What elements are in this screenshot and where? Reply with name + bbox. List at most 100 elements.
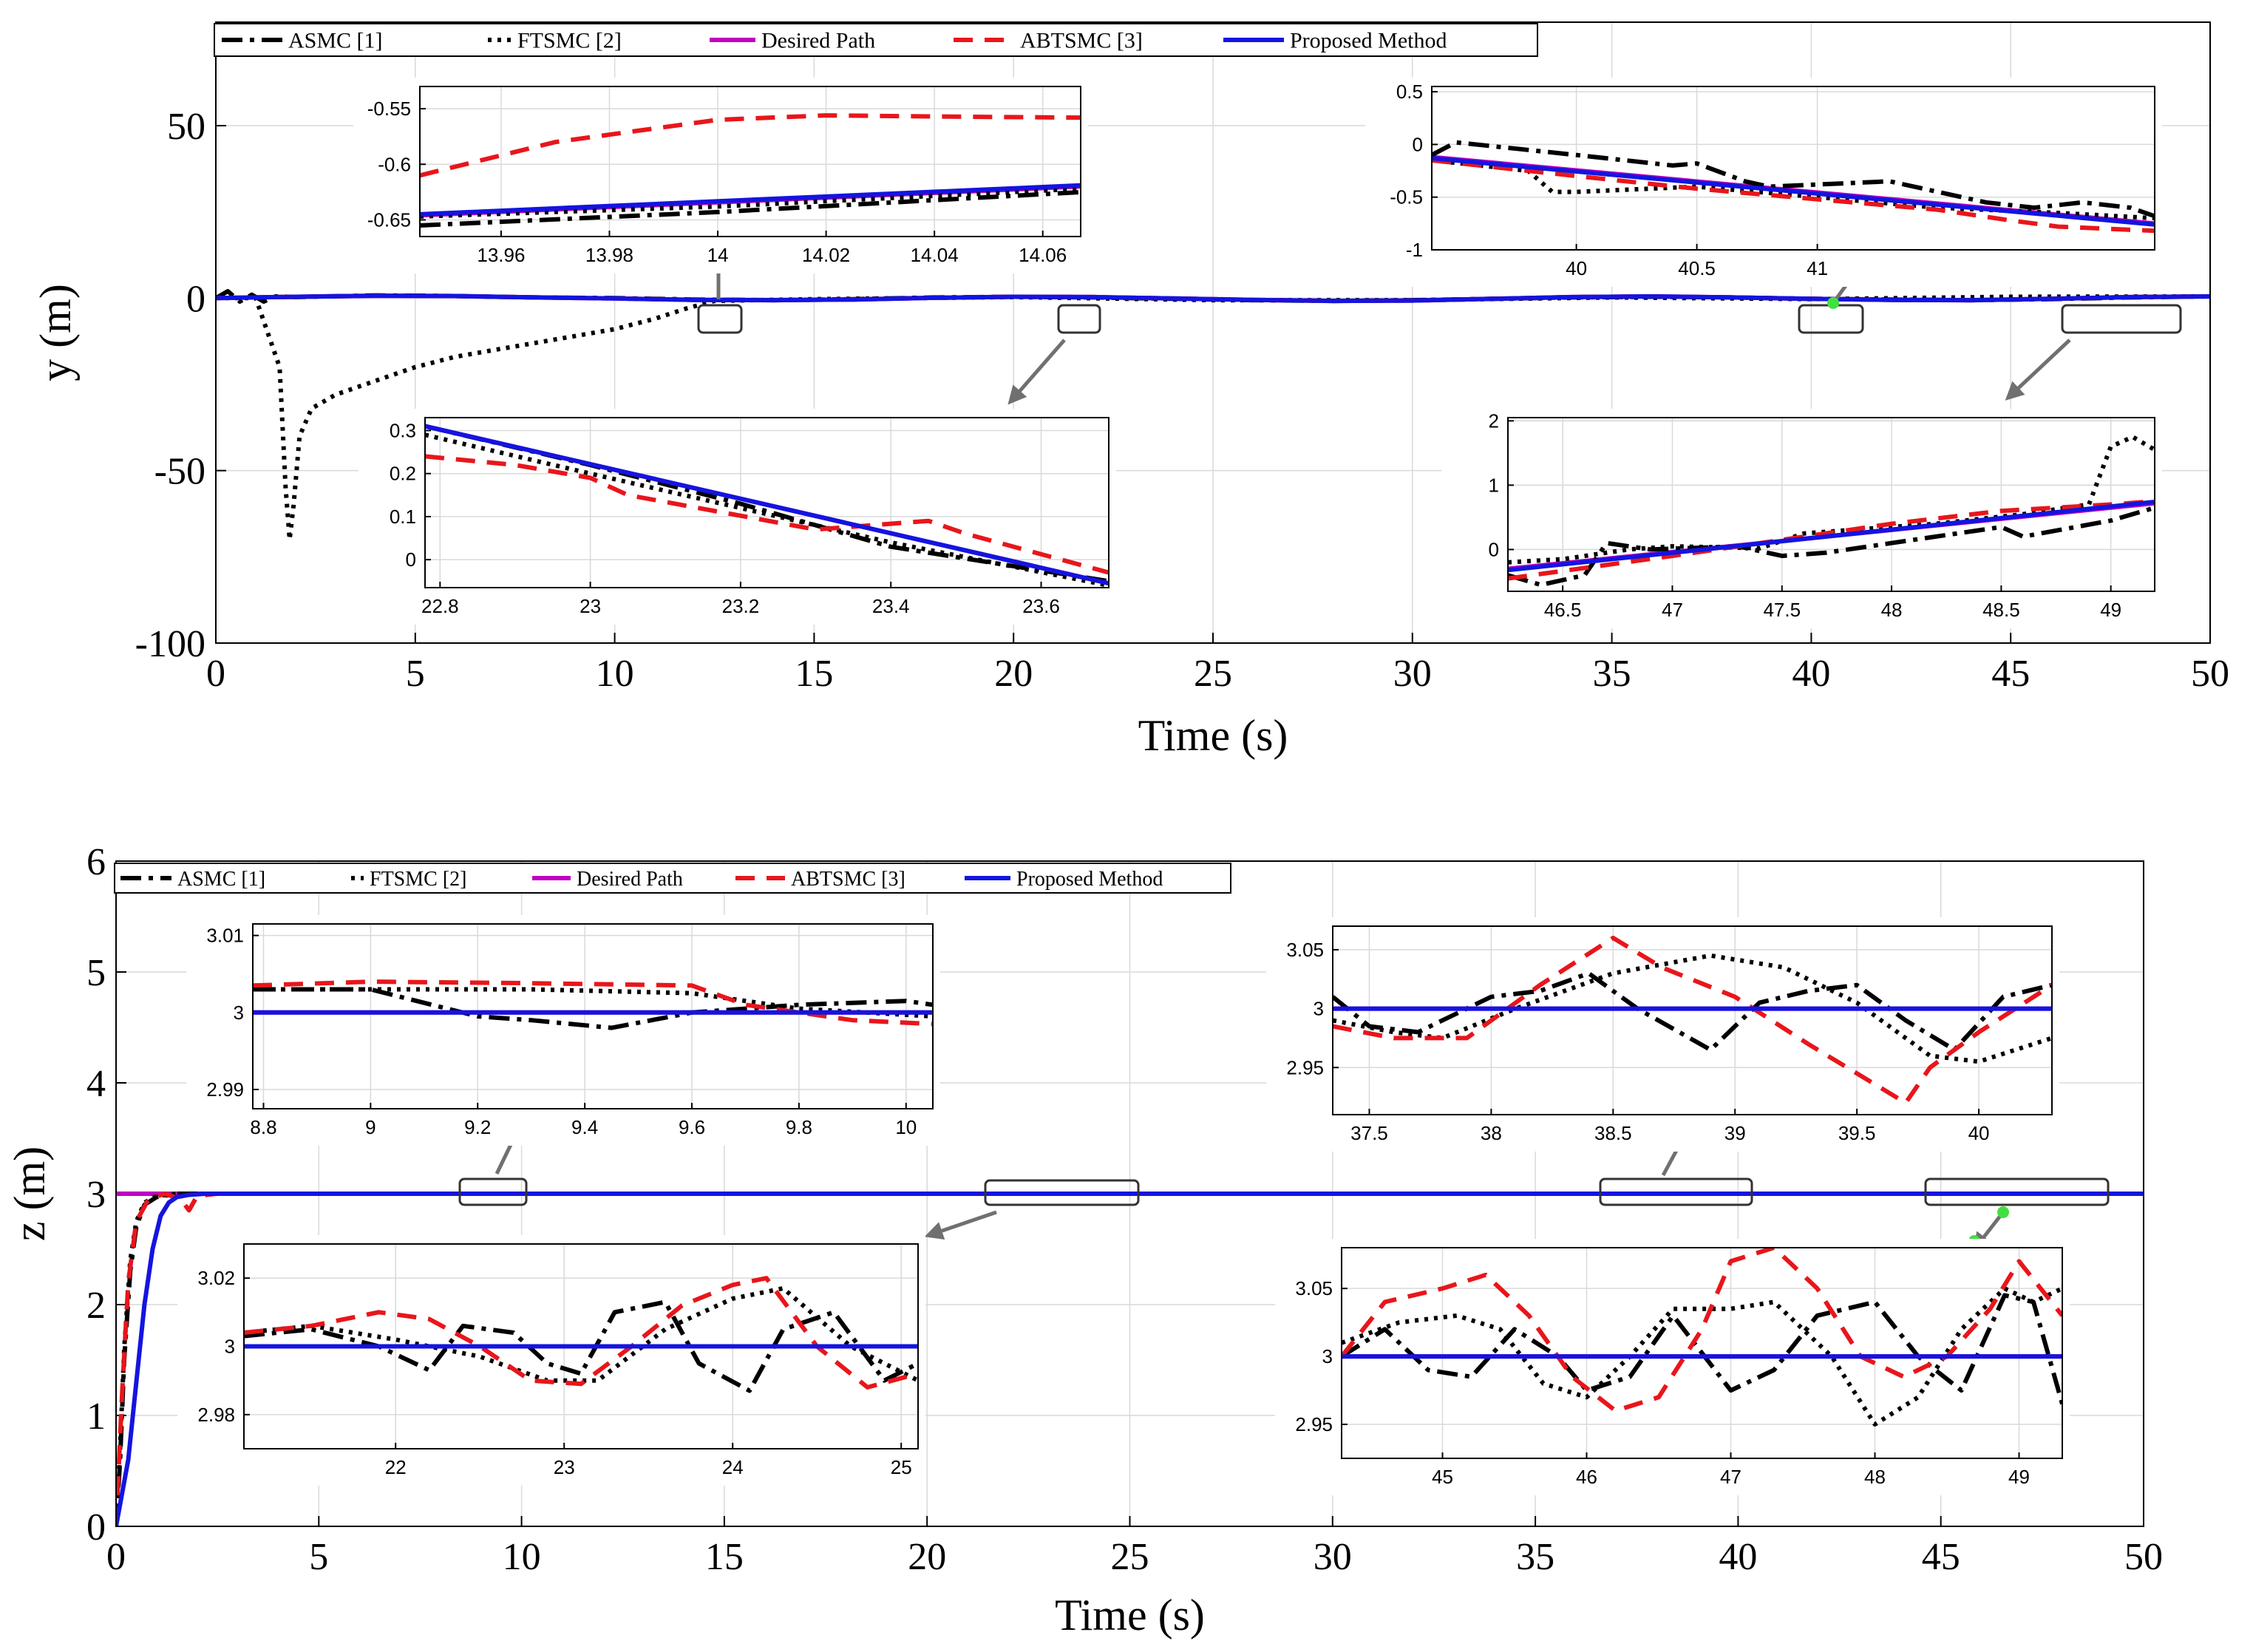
inset-frame [252,923,934,1109]
inset-series-abtsmc-3 [253,979,933,1027]
chart-z-inset-3: 22 23 24 25 2.98 3 3.02 [177,1235,925,1486]
zoom-arrow [924,1210,997,1240]
chart-z-inset-1: 8.8 9 9.2 9.4 9.6 9.8 10 2.99 3 3.01 [186,915,940,1146]
inset-series-asmc-1 [253,987,933,1030]
inset-series-proposed-method [420,183,1081,217]
inset-series-asmc-1 [1508,506,2155,588]
inset-x-tick-label: 49 [2100,599,2121,621]
inset-x-tick-label: 9.4 [571,1116,598,1138]
x-tick-label: 35 [1593,653,1631,695]
y-tick-label: 0 [186,278,205,320]
inset-series-abtsmc-3 [425,454,1109,575]
inset-frame [1431,86,2155,251]
inset-y-tick-label: 2 [1489,409,1499,432]
inset-series-abtsmc-3 [244,1276,918,1390]
inset-y-tick-label: -0.6 [378,153,411,175]
inset-x-tick-label: 23 [580,595,601,617]
inset-y-tick-label: -1 [1406,239,1423,261]
inset-series-ftsmc-2 [253,987,933,1019]
inset-y-tick-label: 3 [1322,1345,1333,1367]
legend-box [214,23,1538,57]
inset-background [1275,1239,2070,1495]
inset-series-proposed-method [425,424,1109,586]
inset-x-tick-label: 48 [1881,599,1903,621]
inset-frame [419,86,1081,237]
inset-series-abtsmc-3 [420,113,1081,178]
chart-y-legend: ASMC [1] FTSMC [2] Desired Path ABTSMC [3] P… [214,23,1538,57]
chart-z-axes-border [115,860,2144,1527]
inset-x-tick-label: 22 [385,1456,407,1478]
chart-y-ylabel: y (m) [31,284,80,381]
inset-x-tick-label: 10 [895,1116,917,1138]
inset-y-tick-label: 3.05 [1286,939,1324,961]
inset-y-tick-label: 2.95 [1286,1056,1324,1078]
inset-background [186,915,940,1146]
inset-frame [243,1243,919,1449]
inset-series-group [425,424,1109,588]
x-tick-label: 45 [1922,1536,1960,1578]
chart-z-inset-2: 37.5 38 38.5 39 39.5 40 2.95 3 3.05 [1266,917,2059,1152]
inset-series-asmc-1 [1432,140,2155,219]
inset-x-tick-label: 14.04 [911,244,959,266]
legend-label-abtsmc-3: ABTSMC [3] [791,868,905,891]
inset-y-tick-label: 0 [406,548,416,571]
inset-background [1365,78,2162,287]
inset-x-tick-label: 22.8 [421,595,459,617]
inset-x-tick-label: 40 [1968,1122,1990,1144]
y-tick-label: 0 [86,1506,106,1549]
inset-series-abtsmc-3 [1342,1248,2062,1413]
inset-x-tick-label: 47 [1662,599,1683,621]
inset-x-tick-label: 14 [707,244,729,266]
inset-x-tick-label: 23.6 [1022,595,1060,617]
chart-z-ylabel: z (m) [5,1146,54,1241]
x-tick-label: 20 [908,1536,946,1578]
inset-x-tick-label: 41 [1807,257,1828,279]
inset-x-tick-label: 23.2 [722,595,760,617]
legend-label-ftsmc-2: FTSMC [2] [517,29,622,53]
legend-label-desired-path: Desired Path [577,868,683,891]
inset-series-asmc-1 [420,189,1081,228]
inset-y-tick-label: 0.2 [390,463,416,485]
y-tick-label: 3 [86,1174,106,1216]
inset-frame [1507,417,2155,592]
inset-y-tick-label: 3.05 [1295,1277,1333,1299]
inset-series-asmc-1 [1333,971,2052,1053]
x-tick-label: 0 [206,653,225,695]
x-tick-label: 5 [309,1536,328,1578]
y-tick-label: 2 [86,1285,106,1327]
chart-y-series-ftsmc-2 [216,294,2210,542]
inset-x-tick-label: 49 [2008,1466,2030,1488]
anchor-dot [1997,1206,2009,1218]
zoom-region-box [458,1177,528,1206]
y-tick-label: 1 [86,1396,106,1438]
x-tick-label: 10 [503,1536,541,1578]
inset-y-tick-label: 3 [225,1336,235,1358]
zoom-region-box [697,304,743,334]
inset-y-tick-label: 2.98 [197,1404,235,1426]
y-tick-label: 5 [86,952,106,994]
inset-x-tick-label: 9.8 [786,1116,812,1138]
chart-y-inset-4: 46.5 47 47.5 48 48.5 49 0 1 2 [1441,409,2162,628]
inset-series-proposed-method [1432,156,2155,227]
inset-frame [424,417,1109,588]
inset-x-tick-label: 14.06 [1019,244,1067,266]
legend-label-abtsmc-3: ABTSMC [3] [1020,29,1143,53]
inset-x-tick-label: 38 [1481,1122,1502,1144]
inset-series-group [1333,935,2052,1106]
inset-frame [1341,1247,2063,1459]
inset-x-tick-label: 13.96 [477,244,525,266]
chart-y-inset-3: 22.8 23 23.2 23.4 23.6 0 0.1 0.2 0.3 [358,409,1116,625]
inset-x-tick-label: 46.5 [1544,599,1582,621]
x-tick-label: 50 [2191,653,2229,695]
inset-y-tick-label: 1 [1489,474,1499,496]
inset-x-tick-label: 45 [1432,1466,1453,1488]
x-tick-label: 20 [994,653,1033,695]
inset-series-group [1432,140,2155,234]
inset-x-tick-label: 38.5 [1594,1122,1632,1144]
inset-y-tick-label: 0 [1413,133,1423,155]
anchor-dot [1827,297,1839,309]
inset-x-tick-label: 40 [1566,257,1587,279]
inset-series-group [420,113,1081,228]
inset-y-tick-label: 3.02 [197,1267,235,1289]
x-tick-label: 40 [1792,653,1830,695]
